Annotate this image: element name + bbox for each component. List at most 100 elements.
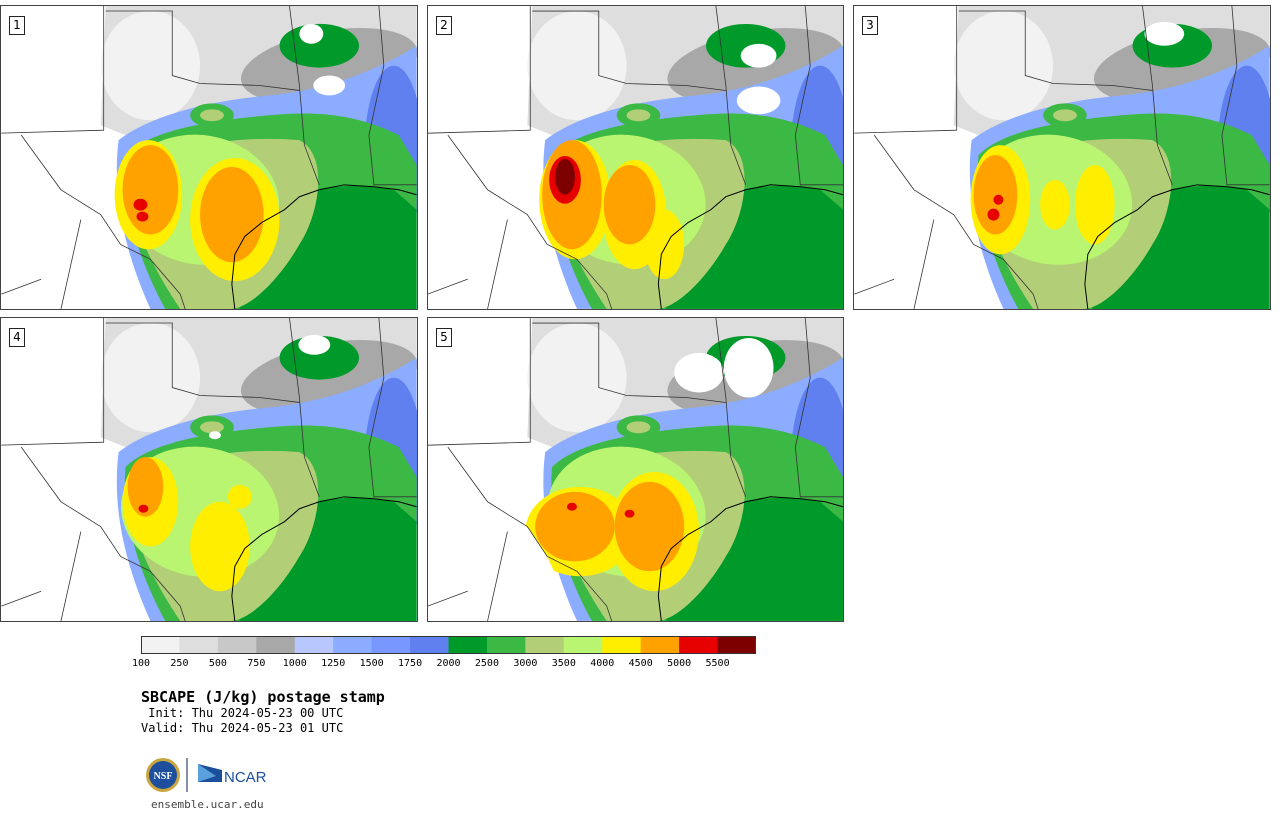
cape-low-pocket — [1144, 21, 1185, 46]
panel-number-3: 3 — [862, 16, 878, 35]
mexico-land — [428, 135, 577, 309]
ncar-logo-text: NCAR — [224, 769, 267, 786]
panel-number-1: 1 — [9, 16, 25, 35]
cape-4500-core — [200, 166, 264, 263]
cape-low-pocket — [740, 43, 777, 68]
colorbar-swatch — [486, 636, 526, 654]
panel-number-2: 2 — [436, 16, 452, 35]
colorbar-swatch — [679, 636, 718, 654]
colorbar-tick-label: 5000 — [667, 658, 692, 669]
colorbar-swatch — [371, 636, 411, 654]
colorbar-swatch — [333, 636, 372, 654]
mexico-state-borders — [428, 219, 508, 309]
mississippi-river-border — [1221, 6, 1270, 186]
cape-low-pocket — [723, 337, 774, 398]
cape-100-region — [527, 11, 627, 121]
stamp-panel-4: 4 — [0, 317, 418, 622]
cape-4000-core — [227, 484, 252, 509]
oklahoma-border — [532, 322, 726, 403]
mexico-land — [854, 135, 1004, 309]
colorbar-border — [141, 636, 756, 654]
cape-4500-core — [122, 145, 179, 235]
mexico-state-borders — [1, 219, 82, 309]
rio-grande-border — [20, 446, 186, 621]
cape-100-region — [100, 322, 201, 433]
stamp-panel-3: 3 — [853, 5, 1271, 310]
colorbar-tick-label: 250 — [170, 658, 189, 669]
cape-4500-core — [603, 164, 656, 245]
cape-5500-core — [555, 158, 575, 195]
rio-grande-border — [873, 134, 1039, 309]
cape-5000-core — [993, 194, 1004, 205]
stamp-panel-5: 5 — [427, 317, 844, 622]
website-link[interactable]: ensemble.ucar.edu — [151, 798, 264, 811]
new-mexico-border — [1, 6, 105, 134]
colorbar-tick-label: 4500 — [628, 658, 653, 669]
texas-louisiana-coast — [1084, 184, 1270, 309]
gulf-coastline — [231, 184, 417, 309]
colorbar-tick-label: 750 — [247, 658, 266, 669]
colorbar-swatch — [525, 636, 565, 654]
colorbar-swatch — [563, 636, 603, 654]
cape-5000-core — [136, 211, 149, 222]
texas-louisiana-coast — [657, 496, 843, 621]
cape-5000-core — [566, 502, 577, 511]
panel-number-4: 4 — [9, 328, 25, 347]
state-borders — [428, 318, 843, 621]
sbcape-map-2 — [428, 6, 843, 309]
cape-2000-north — [279, 23, 360, 68]
texas-louisiana-coast — [231, 496, 417, 621]
colorbar-tick-label: 5500 — [705, 658, 730, 669]
arkansas-louisiana-border — [289, 318, 320, 497]
colorbar-tick-label: 2000 — [436, 658, 461, 669]
cape-4500-core — [127, 457, 164, 517]
texas-louisiana-coast — [657, 184, 843, 309]
rio-grande-border — [447, 134, 613, 309]
colorbar-swatch — [179, 636, 219, 654]
logos: NSF NCAR — [146, 758, 267, 792]
nsf-logo: NSF — [146, 758, 180, 792]
colorbar-tick-label: 1250 — [321, 658, 346, 669]
sbcape-map-5 — [428, 318, 843, 621]
colorbar-tick-label: 100 — [131, 658, 151, 669]
colorbar-tick-label: 3500 — [551, 658, 576, 669]
colorbar-swatch — [256, 636, 296, 654]
mexico-state-borders — [428, 531, 508, 621]
state-borders — [854, 6, 1270, 309]
state-borders — [1, 6, 417, 309]
colorbar-tick-label: 500 — [208, 658, 227, 669]
cape-100-region — [953, 10, 1054, 121]
cape-4500-core — [973, 155, 1018, 235]
state-borders — [1, 318, 417, 621]
cape-5000-core — [987, 208, 1000, 221]
sbcape-map-3 — [854, 6, 1270, 309]
new-mexico-border — [428, 318, 531, 446]
new-mexico-border — [1, 318, 105, 446]
cape-low-pocket — [299, 23, 324, 44]
cape-3000-north — [1053, 109, 1077, 122]
mexico-state-borders — [854, 219, 935, 309]
mexico-state-borders — [1, 531, 82, 621]
cape-4000-core — [644, 209, 685, 280]
colorbar-swatch — [448, 636, 488, 654]
oklahoma-border — [105, 10, 300, 91]
mississippi-river-border — [368, 318, 417, 498]
colorbar-swatch — [602, 636, 641, 654]
cape-100-region — [100, 10, 201, 121]
arkansas-louisiana-border — [715, 6, 747, 185]
cape-4500-core — [614, 481, 685, 572]
plot-title: SBCAPE (J/kg) postage stamp — [141, 688, 385, 706]
state-borders — [428, 6, 843, 309]
cape-3000-north — [200, 109, 224, 122]
valid-time: Valid: Thu 2024-05-23 01 UTC — [141, 721, 344, 735]
cape-3000-north — [200, 421, 224, 434]
oklahoma-border — [105, 322, 300, 403]
cape-4000-core — [190, 501, 250, 592]
texas-louisiana-coast — [231, 184, 417, 309]
stamp-panel-2: 2 — [427, 5, 844, 310]
colorbar-swatch — [717, 636, 756, 654]
cape-low-pocket — [736, 86, 781, 115]
colorbar — [141, 636, 756, 654]
gulf-coastline — [231, 496, 417, 621]
new-mexico-border — [854, 6, 958, 134]
